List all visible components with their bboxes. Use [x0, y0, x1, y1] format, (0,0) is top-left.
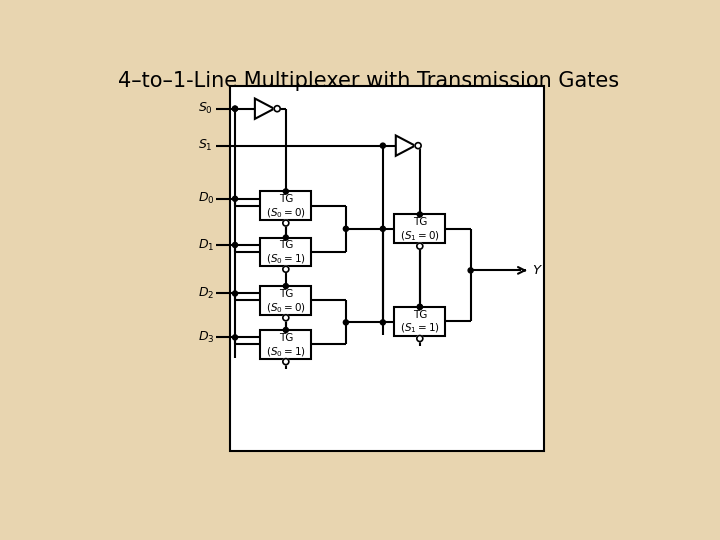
Circle shape	[468, 268, 473, 273]
Circle shape	[274, 106, 280, 112]
Circle shape	[283, 284, 289, 289]
FancyBboxPatch shape	[395, 214, 445, 243]
FancyBboxPatch shape	[261, 191, 311, 220]
Text: TG: TG	[279, 289, 293, 299]
FancyBboxPatch shape	[395, 307, 445, 335]
Text: $S_1$: $S_1$	[198, 138, 212, 153]
Text: $D_2$: $D_2$	[198, 286, 215, 301]
FancyBboxPatch shape	[230, 85, 544, 451]
Text: $D_1$: $D_1$	[198, 238, 215, 253]
Circle shape	[283, 266, 289, 272]
FancyBboxPatch shape	[261, 286, 311, 315]
Circle shape	[233, 106, 238, 111]
Circle shape	[343, 226, 348, 231]
Text: 4–to–1-Line Multiplexer with Transmission Gates: 4–to–1-Line Multiplexer with Transmissio…	[118, 71, 620, 91]
Text: TG: TG	[413, 217, 427, 227]
Circle shape	[283, 327, 289, 333]
Text: TG: TG	[279, 240, 293, 251]
Text: $D_0$: $D_0$	[198, 191, 215, 206]
Circle shape	[415, 143, 421, 148]
FancyBboxPatch shape	[261, 238, 311, 266]
Circle shape	[380, 320, 385, 325]
Text: TG: TG	[413, 310, 427, 320]
Text: $(S_0 = 1)$: $(S_0 = 1)$	[266, 345, 306, 359]
Text: $(S_0 = 1)$: $(S_0 = 1)$	[266, 253, 306, 266]
Circle shape	[283, 359, 289, 364]
Circle shape	[233, 196, 238, 201]
Circle shape	[283, 189, 289, 194]
Circle shape	[418, 305, 423, 309]
Circle shape	[418, 212, 423, 217]
Text: $(S_1 = 1)$: $(S_1 = 1)$	[400, 322, 440, 335]
Text: TG: TG	[279, 194, 293, 204]
Circle shape	[417, 335, 423, 341]
Circle shape	[233, 335, 238, 340]
Text: $S_0$: $S_0$	[198, 101, 213, 116]
FancyBboxPatch shape	[261, 330, 311, 359]
Circle shape	[283, 220, 289, 226]
Text: $Y$: $Y$	[531, 264, 543, 277]
Circle shape	[283, 235, 289, 240]
Text: $D_3$: $D_3$	[198, 330, 215, 345]
Circle shape	[418, 305, 423, 309]
Circle shape	[283, 315, 289, 321]
Circle shape	[380, 226, 385, 231]
Circle shape	[233, 106, 238, 111]
Text: $(S_0 = 0)$: $(S_0 = 0)$	[266, 301, 306, 315]
Text: TG: TG	[279, 333, 293, 343]
Circle shape	[233, 291, 238, 296]
Circle shape	[417, 243, 423, 249]
Text: $(S_1 = 0)$: $(S_1 = 0)$	[400, 230, 440, 243]
Text: $(S_0 = 0)$: $(S_0 = 0)$	[266, 206, 306, 220]
Circle shape	[380, 143, 385, 148]
Circle shape	[343, 320, 348, 325]
Circle shape	[233, 242, 238, 247]
